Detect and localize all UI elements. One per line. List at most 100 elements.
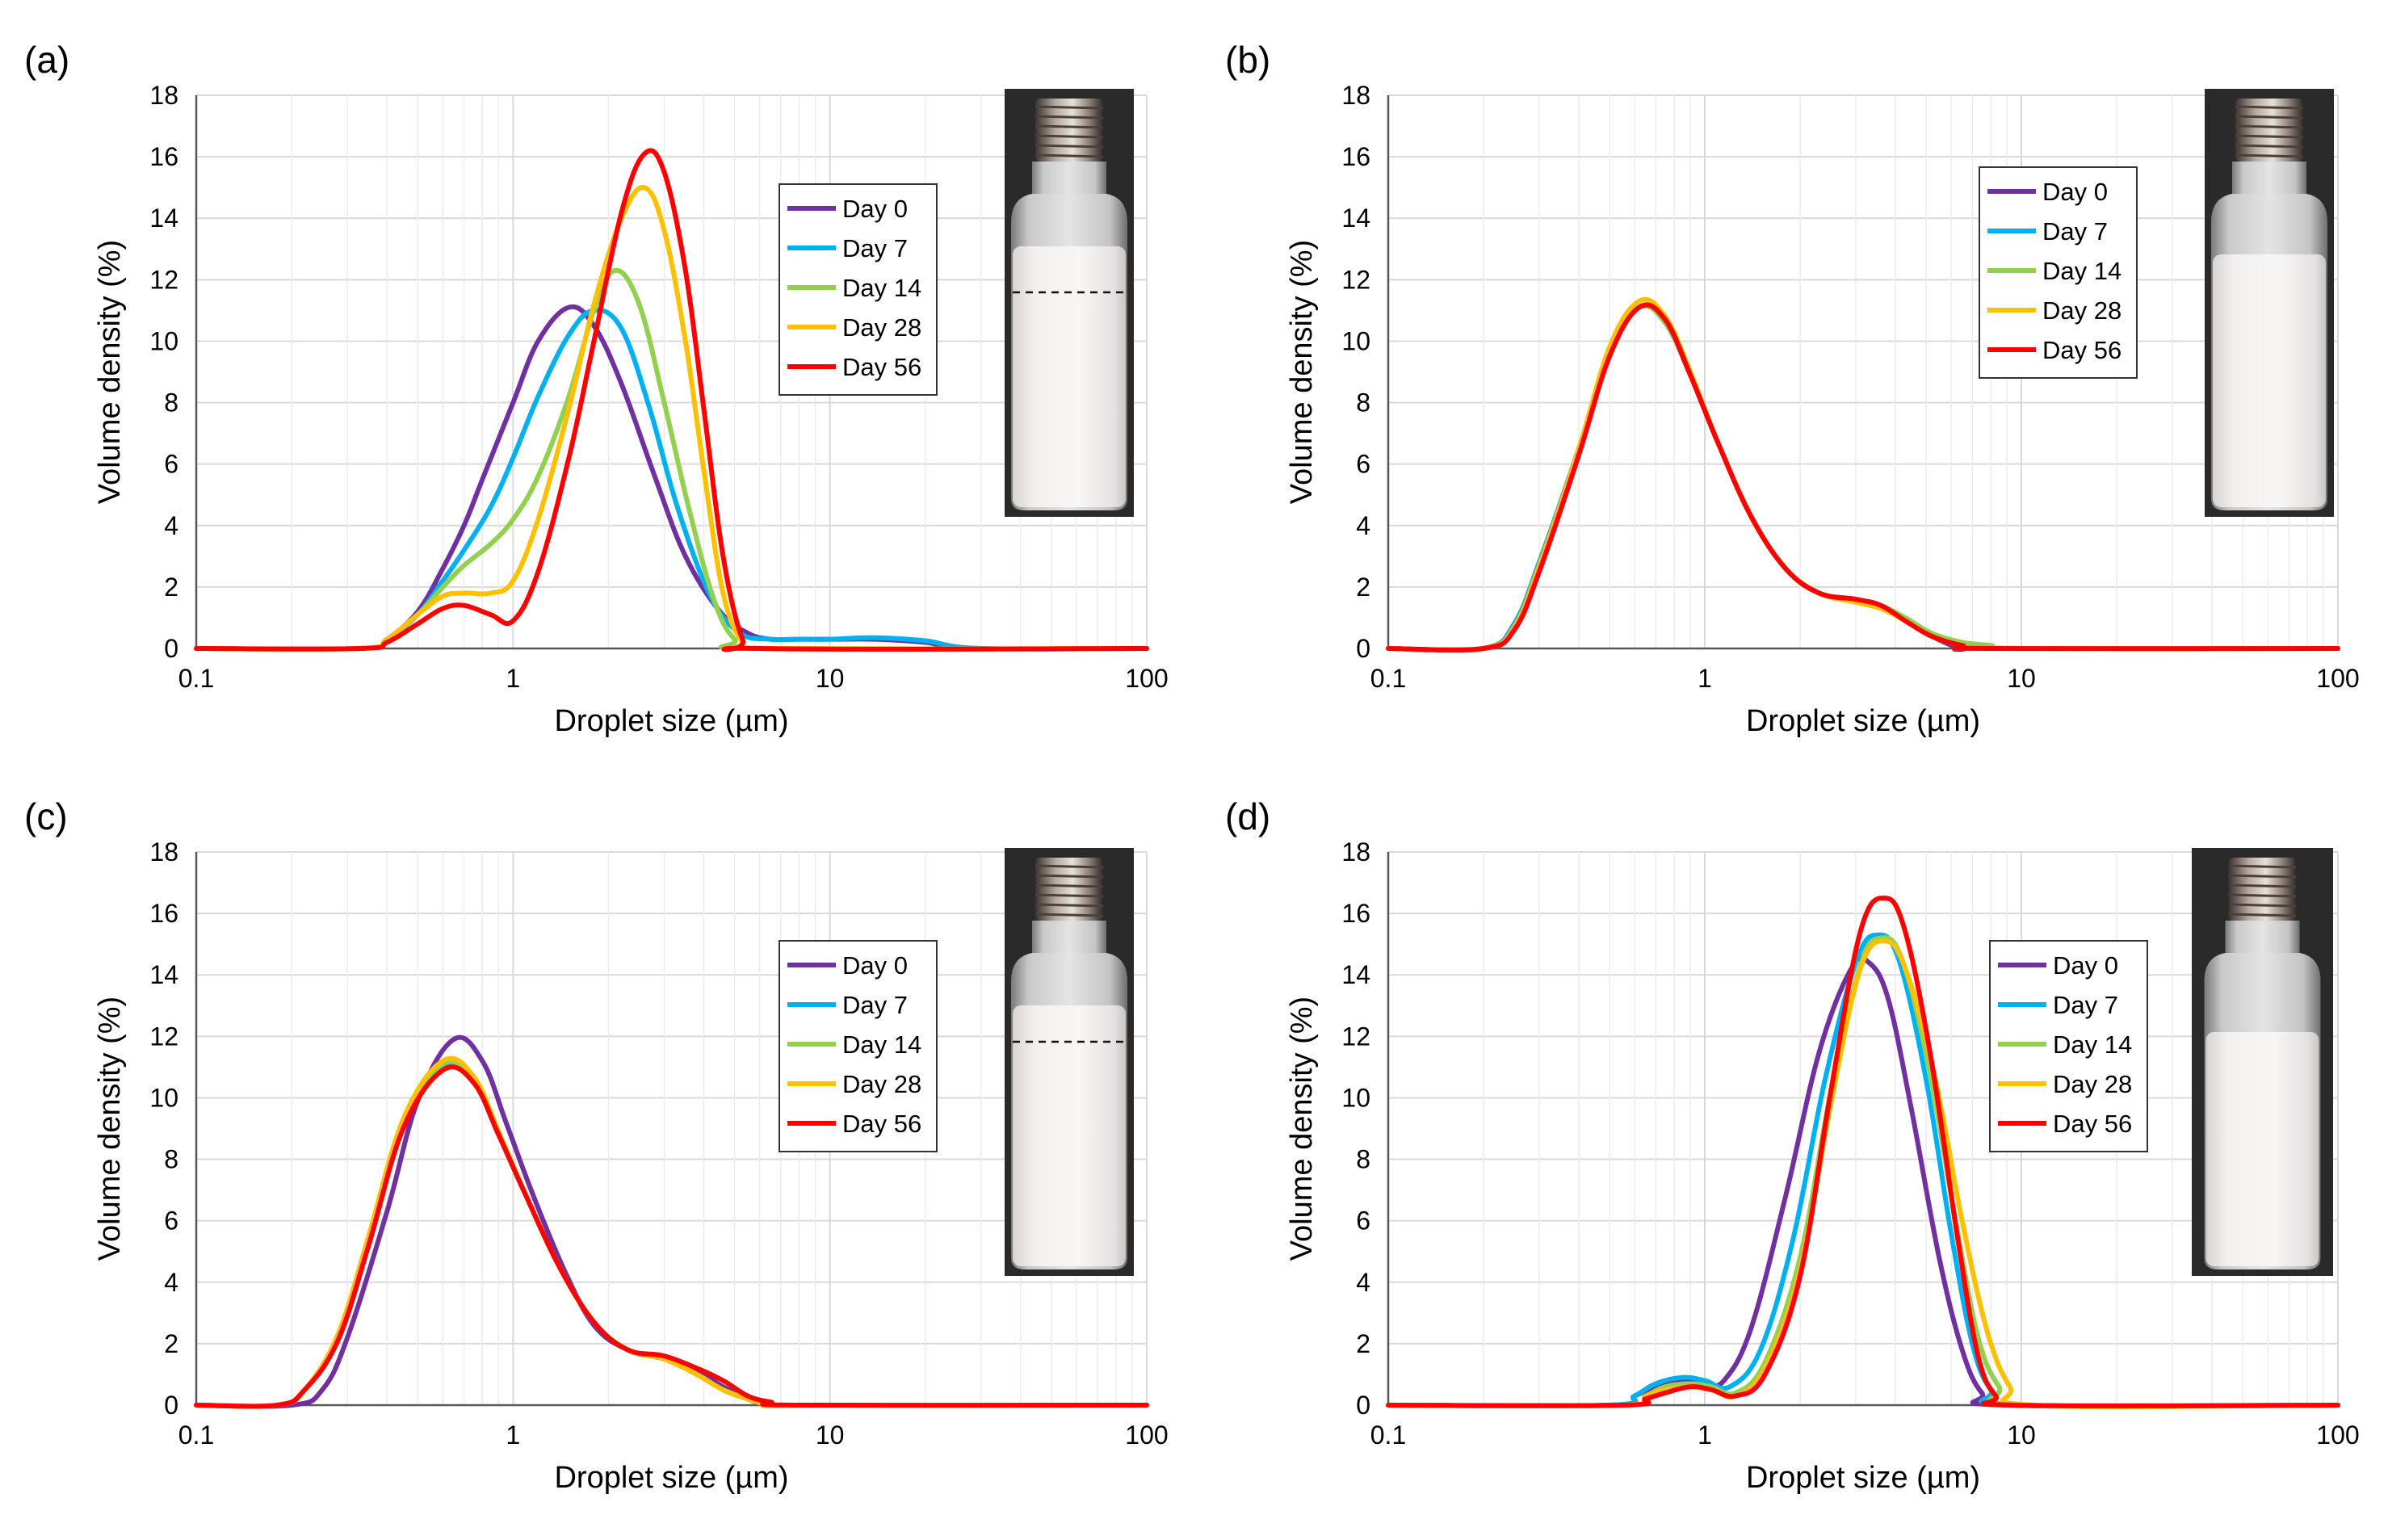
vial-cap-thread — [1035, 864, 1104, 869]
x-axis-title: Droplet size (µm) — [554, 704, 788, 738]
legend-entry: Day 14 — [842, 1030, 921, 1059]
legend: Day 0 Day 7 Day 14 Day 28 Day 56 — [779, 940, 938, 1152]
vial-cap-thread — [1035, 893, 1104, 898]
legend-entry: Day 7 — [842, 234, 908, 262]
series-line-day-56 — [1386, 896, 2340, 1408]
y-tick-label: 0 — [164, 1391, 178, 1420]
vial-photo-inset — [1005, 89, 1134, 517]
x-tick-label: 10 — [2007, 664, 2036, 693]
y-tick-label: 4 — [164, 1268, 178, 1297]
vial-cap-thread — [2228, 864, 2297, 869]
y-tick-label: 8 — [164, 1145, 178, 1174]
vial-photo-inset — [1005, 848, 1134, 1276]
x-tick-label: 100 — [2316, 664, 2359, 693]
legend-entry: Day 0 — [2053, 951, 2118, 980]
y-tick-label: 10 — [1341, 1083, 1370, 1112]
y-tick-label: 10 — [1341, 326, 1370, 355]
x-tick-label: 0.1 — [178, 664, 214, 693]
x-tick-label: 0.1 — [1370, 664, 1406, 693]
x-tick-label: 0.1 — [178, 1420, 214, 1450]
series-line-day-14 — [194, 267, 1149, 652]
chart-panel-a: (a) 0 2 4 6 8 10 12 14 16 18 0.1 1 10 100 Droplet size … — [24, 39, 1169, 738]
vial-cap-thread — [2235, 134, 2304, 139]
y-tick-label: 2 — [1356, 1329, 1370, 1358]
y-tick-label: 10 — [149, 326, 178, 355]
legend-entry: Day 0 — [2042, 178, 2108, 206]
x-tick-label: 0.1 — [1370, 1420, 1406, 1450]
series-line-day-56 — [1386, 302, 2340, 653]
y-tick-label: 14 — [149, 204, 178, 233]
panel-label: (b) — [1225, 39, 1270, 81]
legend: Day 0 Day 7 Day 14 Day 28 Day 56 — [1979, 166, 2138, 379]
y-tick-label: 0 — [164, 634, 178, 663]
series-line-day-56 — [194, 148, 1149, 653]
y-tick-label: 16 — [149, 142, 178, 171]
y-tick-label: 6 — [164, 1206, 178, 1236]
legend-entry: Day 14 — [842, 274, 921, 302]
x-tick-label: 1 — [506, 664, 520, 693]
y-tick-label: 14 — [1341, 204, 1370, 233]
legend-entry: Day 56 — [842, 353, 921, 381]
panel-label: (d) — [1225, 795, 1270, 837]
vial-cap-thread — [2235, 105, 2304, 110]
legend: Day 0 Day 7 Day 14 Day 28 Day 56 — [1989, 940, 2148, 1152]
y-tick-label: 18 — [149, 81, 178, 110]
vial-cap-thread — [2235, 153, 2304, 158]
legend-entry: Day 28 — [2053, 1070, 2132, 1098]
y-tick-label: 14 — [1341, 960, 1370, 989]
x-tick-label: 10 — [816, 664, 845, 693]
vial-cap-thread — [1035, 883, 1104, 888]
series-line-day-7 — [194, 308, 1149, 652]
vial-cap-thread — [1035, 913, 1104, 917]
y-axis-title: Volume density (%) — [93, 240, 127, 504]
x-tick-label: 1 — [1698, 1420, 1712, 1450]
x-tick-label: 100 — [1125, 1420, 1168, 1450]
y-axis-title: Volume density (%) — [93, 997, 127, 1261]
y-tick-label: 0 — [1356, 1391, 1370, 1420]
vial-emulsion — [1013, 246, 1126, 507]
vial-cap-thread — [2235, 115, 2304, 120]
vial-emulsion — [2213, 254, 2326, 507]
vial-neck — [1032, 162, 1106, 194]
legend-entry: Day 14 — [2042, 257, 2122, 285]
vial-cap-thread — [2235, 144, 2304, 149]
chart-panel-d: (d) 0 2 4 6 8 10 12 14 16 18 0.1 1 10 100 Droplet size … — [1225, 795, 2360, 1495]
chart-panel-b: (b) 0 2 4 6 8 10 12 14 16 18 0.1 1 10 100 Droplet size … — [1225, 39, 2360, 738]
y-tick-label: 18 — [1341, 81, 1370, 110]
legend-entry: Day 56 — [2053, 1110, 2132, 1138]
vial-cap-thread — [2235, 124, 2304, 129]
vial-cap-thread — [2228, 883, 2297, 888]
vial-cap-thread — [1035, 105, 1104, 110]
y-tick-label: 4 — [1356, 511, 1370, 540]
y-tick-label: 2 — [1356, 573, 1370, 602]
x-axis-title: Droplet size (µm) — [1746, 1461, 1980, 1495]
y-tick-label: 6 — [1356, 450, 1370, 479]
legend-entry: Day 14 — [2053, 1030, 2132, 1059]
vial-cap-thread — [1035, 124, 1104, 129]
vial-photo-inset — [2192, 848, 2333, 1276]
series-line-day-28 — [1386, 938, 2340, 1409]
y-tick-label: 8 — [1356, 1145, 1370, 1174]
legend-entry: Day 56 — [2042, 336, 2122, 364]
legend-entry: Day 7 — [2053, 991, 2118, 1019]
y-tick-label: 6 — [164, 450, 178, 479]
legend-entry: Day 28 — [842, 1070, 921, 1098]
y-tick-label: 16 — [1341, 142, 1370, 171]
legend-entry: Day 28 — [842, 313, 921, 342]
y-tick-label: 14 — [149, 960, 178, 989]
y-tick-label: 4 — [164, 511, 178, 540]
y-tick-label: 12 — [1341, 1022, 1370, 1051]
series-line-day-56 — [194, 1064, 1149, 1409]
y-tick-label: 2 — [164, 573, 178, 602]
vial-neck — [1032, 921, 1106, 953]
y-tick-label: 8 — [1356, 388, 1370, 418]
vial-cap-thread — [2228, 913, 2297, 917]
vial-cap-thread — [2228, 893, 2297, 898]
x-tick-label: 1 — [506, 1420, 520, 1450]
legend: Day 0 Day 7 Day 14 Day 28 Day 56 — [779, 183, 938, 396]
vial-cap-thread — [1035, 874, 1104, 879]
y-tick-label: 10 — [149, 1083, 178, 1112]
vial-cap-thread — [1035, 144, 1104, 149]
vial-cap-thread — [1035, 115, 1104, 120]
